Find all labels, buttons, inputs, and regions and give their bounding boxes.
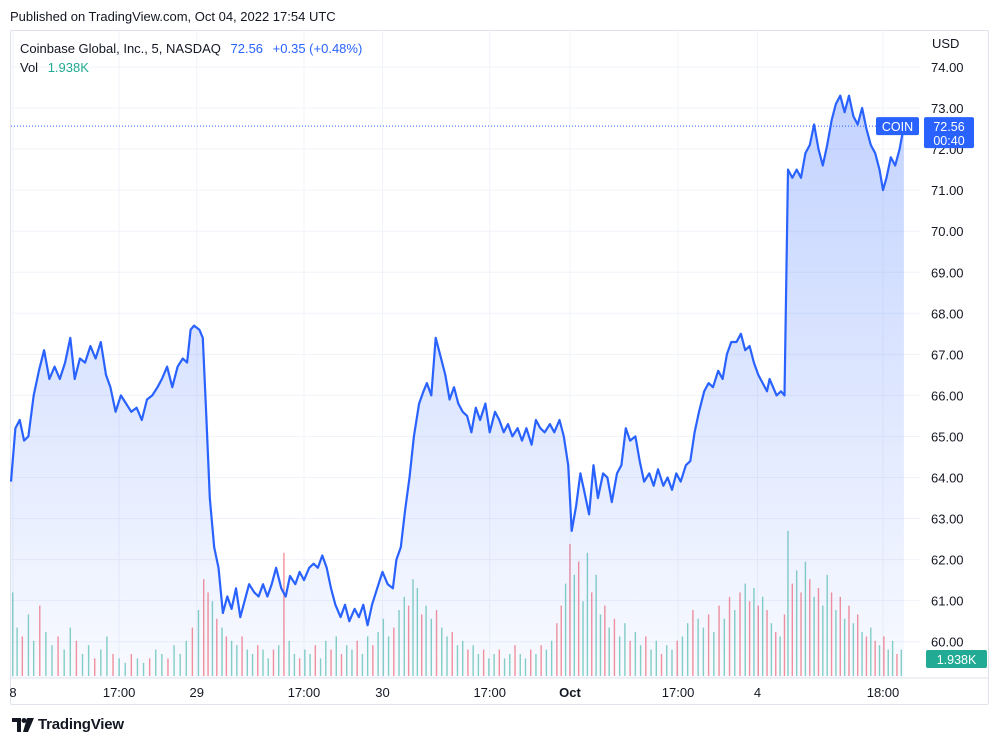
y-tick-label: 64.00 — [931, 471, 964, 486]
y-tick-label: 60.00 — [931, 635, 964, 650]
y-tick-label: 61.00 — [931, 594, 964, 609]
y-tick-label: 68.00 — [931, 306, 964, 321]
y-tick-label: 74.00 — [931, 60, 964, 75]
currency-label: USD — [932, 36, 960, 51]
last-price-value: 72.56 — [933, 120, 964, 134]
price-area — [11, 95, 904, 678]
chart-legend: Coinbase Global, Inc., 5, NASDAQ 72.56 +… — [20, 39, 362, 77]
y-tick-label: 71.00 — [931, 183, 964, 198]
x-tick-label: 18:00 — [867, 685, 900, 700]
x-tick-label: 29 — [190, 685, 204, 700]
y-tick-label: 69.00 — [931, 265, 964, 280]
y-tick-label: 67.00 — [931, 347, 964, 362]
published-caption: Published on TradingView.com, Oct 04, 20… — [10, 9, 336, 24]
y-tick-label: 65.00 — [931, 429, 964, 444]
x-tick-label: 4 — [754, 685, 761, 700]
symbol-tag — [876, 117, 919, 136]
volume-badge-label: 1.938K — [937, 653, 977, 667]
x-tick-label: 17:00 — [288, 685, 321, 700]
y-tick-label: 62.00 — [931, 553, 964, 568]
legend-price: 72.56 — [230, 41, 264, 56]
y-tick-label: 66.00 — [931, 388, 964, 403]
x-tick-label: 30 — [375, 685, 389, 700]
chart-frame — [10, 30, 989, 705]
volume-badge — [926, 650, 987, 668]
last-price-tag — [924, 117, 974, 149]
x-tick-label: Oct — [559, 685, 581, 700]
tradingview-logo-icon — [12, 717, 34, 732]
legend-volume-label: Vol — [20, 60, 39, 75]
footer-branding: TradingView — [12, 716, 124, 733]
y-tick-label: 70.00 — [931, 224, 964, 239]
symbol-tag-label: COIN — [882, 120, 913, 134]
legend-volume-value: 1.938K — [47, 60, 89, 75]
x-tick-label: 17:00 — [473, 685, 506, 700]
x-tick-label: 8 — [9, 685, 16, 700]
price-line — [9, 94, 905, 627]
legend-change: +0.35 (+0.48%) — [272, 41, 363, 56]
legend-symbol: Coinbase Global, Inc., 5, NASDAQ — [20, 41, 221, 56]
x-tick-label: 17:00 — [662, 685, 695, 700]
countdown-label: 00:40 — [933, 134, 964, 148]
y-tick-label: 73.00 — [931, 101, 964, 116]
y-tick-label: 63.00 — [931, 512, 964, 527]
x-tick-label: 17:00 — [103, 685, 136, 700]
footer-brand-name: TradingView — [38, 716, 124, 733]
